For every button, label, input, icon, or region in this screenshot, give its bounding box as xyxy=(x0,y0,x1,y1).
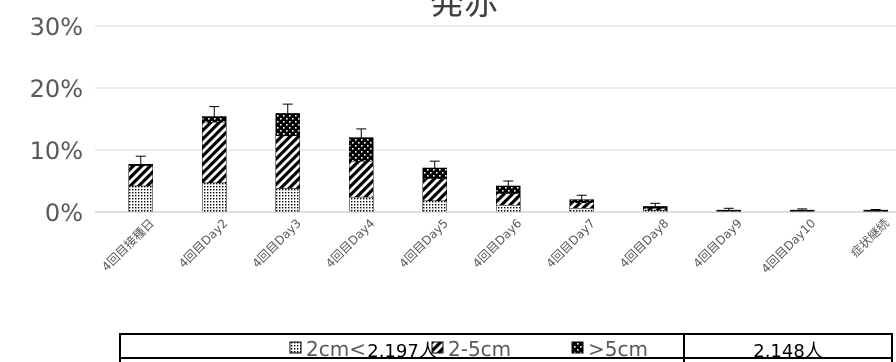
sample-size-boxes: 2,197人 2,148人 xyxy=(119,333,893,362)
y-tick-label: 30% xyxy=(30,13,83,41)
legend-swatch xyxy=(431,341,444,354)
bar-segment xyxy=(790,209,815,212)
bar-segment xyxy=(863,209,888,212)
bar-segment xyxy=(349,137,374,162)
sample-size-label: 2,197人 xyxy=(367,341,437,362)
bar-segment xyxy=(128,165,153,187)
bar-segment xyxy=(422,200,447,213)
legend-swatch xyxy=(571,341,584,354)
bar-segment xyxy=(569,202,594,209)
chart-title: 発赤 xyxy=(430,0,498,23)
bar-segment xyxy=(349,196,374,213)
x-tick-label: 4回目Day8 xyxy=(617,216,671,270)
bar-segment xyxy=(496,204,521,213)
legend-label: >5cm xyxy=(588,337,648,361)
bar-segment xyxy=(202,121,227,184)
bar-segment xyxy=(643,208,668,211)
bar-segment xyxy=(202,116,227,123)
x-tick-label: 4回目Day4 xyxy=(323,216,377,270)
gridlines xyxy=(95,25,896,151)
x-tick-label: 4回目Day7 xyxy=(543,216,597,270)
bars xyxy=(128,113,888,213)
bar-segment xyxy=(496,193,521,206)
sample-size-label: 2,148人 xyxy=(753,341,823,362)
error-bars xyxy=(135,103,881,211)
x-tick-label: 4回目接種日 xyxy=(98,216,156,274)
legend-label: 2cm< xyxy=(306,337,366,361)
bar-segment xyxy=(202,182,227,213)
bar-segment xyxy=(128,164,153,166)
x-axis: 4回目接種日 4回目Day2 4回目Day3 4回目Day4 4回目Day5 4回目Day… xyxy=(98,216,891,277)
y-tick-label: 10% xyxy=(30,137,83,165)
bar-segment xyxy=(422,167,447,179)
x-tick-label: 4回目Day5 xyxy=(396,216,450,270)
legend: 2cm< 2-5cm >5cm xyxy=(289,337,648,361)
y-tick-label: 0% xyxy=(45,199,83,227)
y-axis: 0% 10% 20% 30% xyxy=(30,13,83,227)
x-tick-label: 4回目Day3 xyxy=(249,216,303,270)
y-tick-label: 20% xyxy=(30,75,83,103)
x-tick-label: 4回目Day2 xyxy=(176,216,230,270)
x-tick-label: 症状継続 xyxy=(847,216,892,261)
bar-segment xyxy=(128,185,153,213)
x-tick-label: 4回目Day9 xyxy=(690,216,744,270)
bar-segment xyxy=(349,160,374,198)
bar-segment xyxy=(275,135,300,189)
bar-segment xyxy=(275,113,300,136)
bar-segment xyxy=(569,208,594,213)
bar-segment xyxy=(422,178,447,202)
bar-segment xyxy=(569,199,594,203)
legend-label: 2-5cm xyxy=(448,337,511,361)
bar-segment xyxy=(496,185,521,194)
bar-segment xyxy=(643,206,668,209)
legend-swatch xyxy=(289,341,302,354)
bar-segment xyxy=(716,209,741,212)
x-tick-label: 4回目Day6 xyxy=(470,216,524,270)
bar-segment xyxy=(275,188,300,213)
x-tick-label: 4回目Day10 xyxy=(759,216,819,276)
